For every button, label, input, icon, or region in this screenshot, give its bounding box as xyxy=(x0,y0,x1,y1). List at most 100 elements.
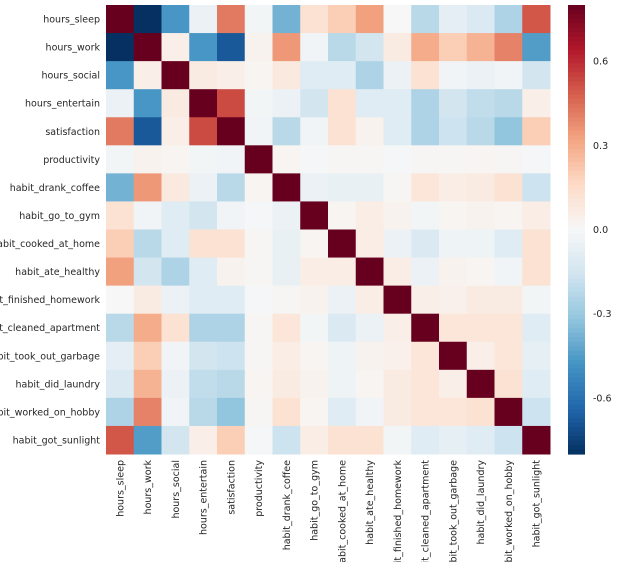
heatmap-cell xyxy=(133,117,162,146)
colorbar-segment xyxy=(568,202,585,208)
heatmap-cell xyxy=(106,117,135,146)
colorbar-segment xyxy=(568,359,585,365)
colorbar-segment xyxy=(568,409,585,415)
heatmap-cell xyxy=(189,117,218,146)
colorbar-segment xyxy=(568,328,585,334)
colorbar-segment xyxy=(568,229,585,235)
heatmap-cell xyxy=(106,61,135,90)
colorbar-segment xyxy=(568,126,585,132)
heatmap-cell xyxy=(355,369,384,399)
heatmap-cell xyxy=(383,257,412,287)
heatmap-cell xyxy=(494,33,523,62)
heatmap-cell xyxy=(272,369,301,399)
colorbar-segment xyxy=(568,216,585,222)
heatmap-cell xyxy=(439,33,468,62)
heatmap-cell xyxy=(161,173,190,202)
heatmap-cell xyxy=(411,341,440,371)
heatmap-cell xyxy=(522,285,551,315)
heatmap-cell xyxy=(466,173,495,202)
y-tick-label: habit_finished_homework xyxy=(0,295,100,306)
heatmap-cell xyxy=(217,89,246,118)
heatmap-cell xyxy=(300,61,329,90)
heatmap-cell xyxy=(272,229,301,259)
colorbar-segment xyxy=(568,427,585,433)
heatmap-cell xyxy=(494,425,523,455)
heatmap-cell xyxy=(383,117,412,146)
y-tick-label: hours_entertain xyxy=(25,99,100,110)
x-tick-label: habit_cooked_at_home xyxy=(337,460,348,562)
heatmap-cell xyxy=(522,5,551,34)
heatmap-cell xyxy=(494,341,523,371)
colorbar-segment xyxy=(568,323,585,329)
heatmap-cell xyxy=(355,117,384,146)
colorbar-segment xyxy=(568,112,585,118)
heatmap-cell xyxy=(439,313,468,343)
heatmap-cell xyxy=(466,145,495,174)
heatmap-cell xyxy=(494,313,523,343)
heatmap-cell xyxy=(328,89,357,118)
x-tick-label: habit_got_sunlight xyxy=(532,460,543,548)
heatmap-cell xyxy=(383,33,412,62)
y-tick-label: habit_ate_healthy xyxy=(15,267,100,278)
colorbar-segment xyxy=(568,27,585,33)
heatmap-cell xyxy=(106,313,135,343)
heatmap-cell xyxy=(383,313,412,343)
heatmap-cell xyxy=(217,285,246,315)
heatmap-cell xyxy=(411,257,440,287)
heatmap-cell xyxy=(383,5,412,34)
heatmap-cell xyxy=(189,425,218,455)
heatmap-cell xyxy=(522,229,551,259)
colorbar-segment xyxy=(568,45,585,51)
heatmap-cell xyxy=(466,285,495,315)
x-tick-label: hours_sleep xyxy=(115,460,126,517)
heatmap-cell xyxy=(439,61,468,90)
heatmap-cell xyxy=(300,285,329,315)
colorbar-segment xyxy=(568,269,585,275)
heatmap-cell xyxy=(244,313,273,343)
heatmap-cell xyxy=(439,145,468,174)
heatmap-cell xyxy=(106,5,135,34)
x-tick-label: habit_did_laundry xyxy=(476,460,487,545)
heatmap-cell xyxy=(494,117,523,146)
x-tick-label: hours_entertain xyxy=(199,460,210,535)
heatmap-cell xyxy=(217,425,246,455)
colorbar-segment xyxy=(568,184,585,190)
colorbar-segment xyxy=(568,301,585,307)
heatmap-cell xyxy=(355,341,384,371)
colorbar-segment xyxy=(568,373,585,379)
heatmap-cell xyxy=(439,229,468,259)
x-tick-label: habit_drank_coffee xyxy=(282,460,293,550)
x-tick-label: habit_finished_homework xyxy=(393,460,404,562)
colorbar-segment xyxy=(568,319,585,325)
heatmap-cell xyxy=(494,61,523,90)
heatmap-cell xyxy=(494,397,523,427)
heatmap-cell xyxy=(355,201,384,230)
heatmap-cell xyxy=(466,33,495,62)
heatmap-cell xyxy=(217,257,246,287)
heatmap-cell xyxy=(439,397,468,427)
heatmap-cell xyxy=(300,33,329,62)
heatmap-cell xyxy=(300,117,329,146)
heatmap-cell xyxy=(466,5,495,34)
y-tick-label: habit_took_out_garbage xyxy=(0,351,100,362)
heatmap-cell xyxy=(161,425,190,455)
heatmap-cell xyxy=(133,145,162,174)
heatmap-cell xyxy=(161,313,190,343)
colorbar-segment xyxy=(568,108,585,114)
heatmap-cell xyxy=(217,173,246,202)
heatmap-cell xyxy=(189,33,218,62)
y-tick-label: habit_cooked_at_home xyxy=(0,239,100,250)
heatmap-cell xyxy=(466,341,495,371)
colorbar-segment xyxy=(568,355,585,361)
colorbar-segment xyxy=(568,198,585,204)
colorbar-segment xyxy=(568,292,585,298)
heatmap-cell xyxy=(466,425,495,455)
colorbar-segment xyxy=(568,287,585,293)
heatmap-cell xyxy=(466,257,495,287)
heatmap-cell xyxy=(522,313,551,343)
x-tick-label: productivity xyxy=(254,460,265,517)
heatmap-cell xyxy=(494,229,523,259)
colorbar-segment xyxy=(568,166,585,172)
x-tick-label: habit_go_to_gym xyxy=(310,460,321,541)
heatmap-cell xyxy=(244,201,273,230)
